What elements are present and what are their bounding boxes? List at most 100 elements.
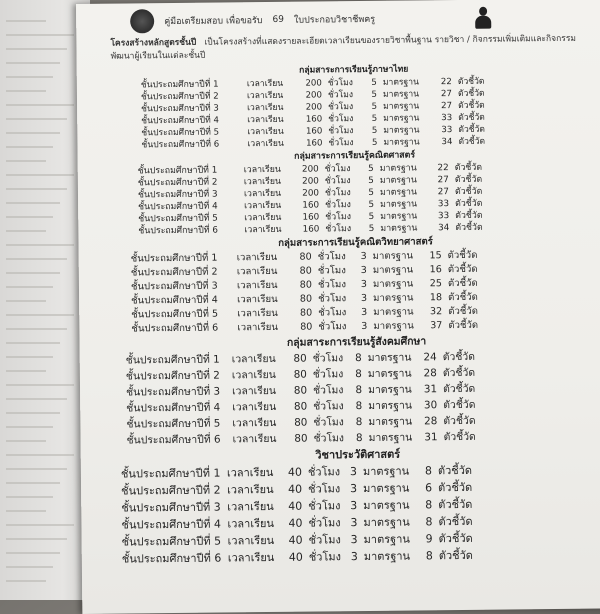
grade-label: ชั้นประถมศึกษาปีที่ 5 (131, 308, 219, 321)
adjacent-page-text-line (6, 454, 74, 456)
hours-value: 80 (294, 432, 308, 445)
hours-unit: ชั่วโมง (308, 482, 341, 496)
indicators-value: 25 (429, 278, 443, 290)
indicators-value: 27 (437, 175, 449, 186)
grade-label: ชั้นประถมศึกษาปีที่ 3 (126, 385, 221, 399)
hours-unit: ชั่วโมง (324, 164, 351, 175)
adjacent-page-text-line (6, 524, 74, 526)
hours-value: 40 (288, 516, 303, 530)
adjacent-page-text-line (6, 552, 60, 554)
standards-value: 8 (355, 400, 363, 413)
indicators-label: ตัวชี้วัด (454, 174, 483, 186)
standards-label: มาตรฐาน (380, 211, 418, 222)
hours-unit: ชั่วโมง (308, 499, 341, 513)
indicators-value: 18 (429, 292, 443, 304)
standards-value: 3 (350, 516, 358, 530)
hours-value: 160 (302, 212, 320, 223)
indicators-value: 34 (441, 137, 453, 148)
intro-heading: โครงสร้างหลักสูตรชั้นปี (110, 37, 197, 49)
indicators-label: ตัวชี้วัด (457, 88, 485, 100)
adjacent-page-text-line (6, 468, 67, 470)
standards-label: มาตรฐาน (380, 223, 418, 234)
grade-label: ชั้นประถมศึกษาปีที่ 5 (138, 213, 218, 225)
indicators-value: 31 (423, 383, 438, 396)
standards-label: มาตรฐาน (368, 399, 412, 412)
adjacent-page-text-line (6, 356, 53, 358)
standards-label: มาตรฐาน (363, 481, 410, 496)
indicators-value: 28 (423, 367, 437, 380)
hours-value: 200 (305, 90, 323, 101)
indicators-label: ตัวชี้วัด (438, 497, 473, 512)
time-label: เวลาเรียน (226, 465, 274, 480)
hours-unit: ชั่วโมง (318, 321, 347, 333)
time-label: เวลาเรียน (227, 482, 274, 497)
institution-logo-icon (130, 9, 155, 34)
indicators-label: ตัวชี้วัด (458, 112, 485, 124)
time-label: เวลาเรียน (247, 102, 284, 114)
indicators-value: 8 (425, 515, 433, 529)
hours-unit: ชั่วโมง (313, 400, 344, 413)
standards-label: มาตรฐาน (368, 415, 413, 428)
indicators-value: 8 (425, 498, 433, 512)
hours-value: 200 (305, 102, 323, 113)
adjacent-page-text-line (6, 48, 67, 50)
standards-label: มาตรฐาน (363, 532, 410, 547)
hours-unit: ชั่วโมง (317, 251, 346, 263)
grade-label: ชั้นประถมศึกษาปีที่ 1 (140, 79, 219, 91)
standards-label: มาตรฐาน (382, 89, 420, 100)
time-label: เวลาเรียน (227, 550, 275, 565)
indicators-label: ตัวชี้วัด (454, 186, 483, 198)
indicators-label: ตัวชี้วัด (438, 531, 473, 546)
indicators-label: ตัวชี้วัด (442, 382, 476, 396)
grade-label: ชั้นประถมศึกษาปีที่ 3 (130, 280, 218, 293)
hours-value: 160 (306, 138, 323, 149)
adjacent-page-text-line (6, 132, 60, 134)
hours-unit: ชั่วโมง (324, 188, 351, 199)
standards-value: 3 (360, 292, 368, 305)
standards-label: มาตรฐาน (383, 101, 420, 112)
standards-label: มาตรฐาน (367, 351, 412, 364)
intro-paragraph: โครงสร้างหลักสูตรชั้นปี เป็นโครงสร้างที่… (110, 33, 596, 64)
standards-value: 3 (350, 533, 358, 547)
indicators-label: ตัวชี้วัด (438, 548, 473, 563)
standards-label: มาตรฐาน (372, 264, 414, 276)
indicators-label: ตัวชี้วัด (458, 124, 486, 136)
indicators-value: 24 (423, 351, 437, 364)
hours-value: 200 (302, 176, 319, 187)
adjacent-page-text-line (6, 342, 60, 344)
grade-label: ชั้นประถมศึกษาปีที่ 1 (125, 353, 220, 367)
page-header: คู่มือเตรียมสอบ เพื่อขอรับ 69 ใบประกอบวิ… (110, 3, 596, 36)
hours-unit: ชั่วโมง (328, 102, 354, 113)
time-label: เวลาเรียน (232, 432, 277, 446)
time-label: เวลาเรียน (243, 164, 281, 176)
time-label: เวลาเรียน (246, 90, 284, 102)
indicators-label: ตัวชี้วัด (447, 277, 478, 290)
standards-value: 3 (350, 482, 358, 496)
adjacent-page-text-line (6, 244, 74, 246)
hours-unit: ชั่วโมง (312, 352, 344, 365)
indicators-label: ตัวชี้วัด (448, 291, 478, 304)
hours-unit: ชั่วโมง (324, 176, 351, 187)
indicators-label: ตัวชี้วัด (447, 249, 478, 262)
hours-value: 80 (293, 384, 308, 397)
time-label: เวลาเรียน (247, 114, 284, 126)
standards-value: 8 (355, 368, 362, 381)
grade-label: ชั้นประถมศึกษาปีที่ 2 (121, 483, 221, 498)
grade-label: ชั้นประถมศึกษาปีที่ 3 (137, 189, 218, 201)
adjacent-page-text-line (6, 412, 60, 414)
header-title: คู่มือเตรียมสอบ เพื่อขอรับ (164, 16, 263, 28)
hours-unit: ชั่วโมง (312, 368, 344, 381)
adjacent-page-text-line (6, 384, 74, 386)
time-label: เวลาเรียน (244, 212, 282, 224)
adjacent-page-text-line (6, 510, 46, 512)
hours-value: 80 (299, 265, 312, 277)
hours-value: 80 (293, 400, 308, 413)
standards-value: 3 (361, 306, 368, 319)
time-label: เวลาเรียน (236, 265, 278, 278)
standards-label: มาตรฐาน (373, 306, 414, 318)
standards-label: มาตรฐาน (363, 515, 410, 530)
indicators-value: 33 (437, 211, 450, 222)
grade-label: ชั้นประถมศึกษาปีที่ 4 (121, 517, 222, 532)
adjacent-page-text-line (6, 62, 60, 64)
time-label: เวลาเรียน (244, 224, 282, 236)
